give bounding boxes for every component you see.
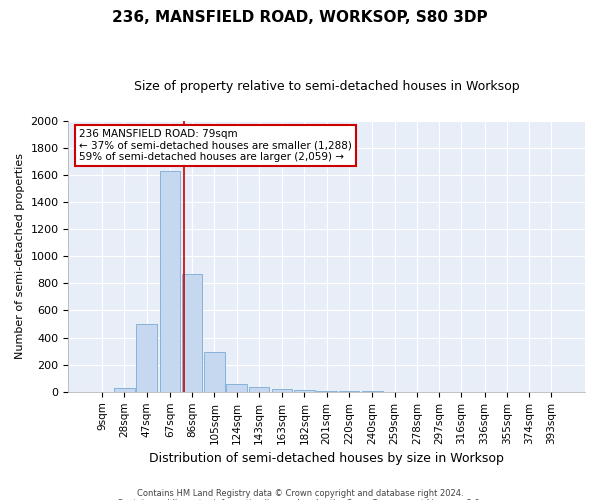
Bar <box>160 172 180 392</box>
Bar <box>316 391 337 392</box>
Title: Size of property relative to semi-detached houses in Worksop: Size of property relative to semi-detach… <box>134 80 520 93</box>
X-axis label: Distribution of semi-detached houses by size in Worksop: Distribution of semi-detached houses by … <box>149 452 504 465</box>
Text: Contains HM Land Registry data © Crown copyright and database right 2024.: Contains HM Land Registry data © Crown c… <box>137 488 463 498</box>
Text: 236 MANSFIELD ROAD: 79sqm
← 37% of semi-detached houses are smaller (1,288)
59% : 236 MANSFIELD ROAD: 79sqm ← 37% of semi-… <box>79 128 352 162</box>
Bar <box>272 389 292 392</box>
Bar <box>114 388 134 392</box>
Bar <box>248 387 269 392</box>
Y-axis label: Number of semi-detached properties: Number of semi-detached properties <box>15 153 25 359</box>
Bar <box>226 384 247 392</box>
Bar <box>204 352 224 392</box>
Bar <box>362 391 383 392</box>
Bar <box>136 324 157 392</box>
Bar <box>294 390 314 392</box>
Text: 236, MANSFIELD ROAD, WORKSOP, S80 3DP: 236, MANSFIELD ROAD, WORKSOP, S80 3DP <box>112 10 488 25</box>
Bar <box>339 391 359 392</box>
Bar <box>182 274 202 392</box>
Text: Contains public sector information licensed under the Open Government Licence v3: Contains public sector information licen… <box>118 498 482 500</box>
